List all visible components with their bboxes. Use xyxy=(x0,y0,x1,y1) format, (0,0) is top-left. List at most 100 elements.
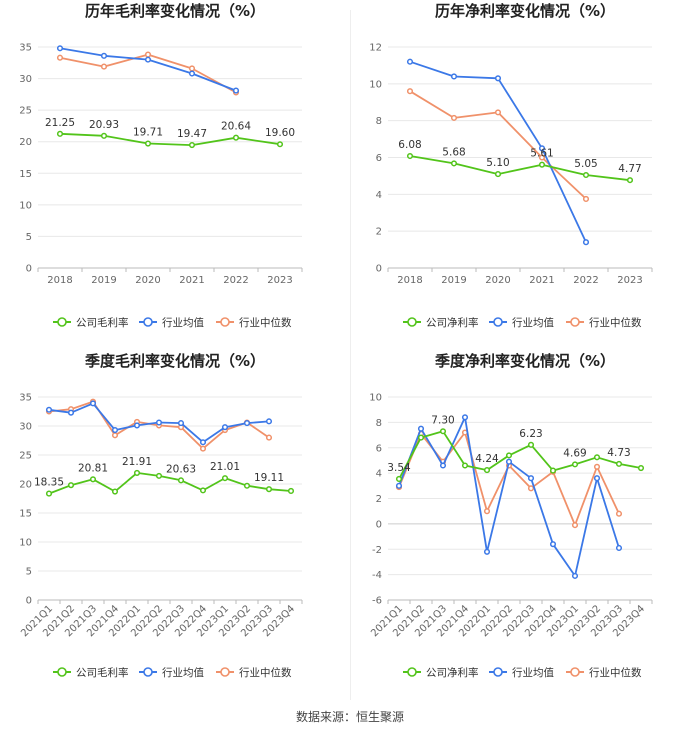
data-point-industry_avg[interactable] xyxy=(221,424,229,431)
data-point-industry_avg[interactable] xyxy=(571,572,579,579)
data-point-company[interactable] xyxy=(538,161,546,168)
data-point-industry_avg[interactable] xyxy=(538,145,546,152)
data-point-industry_median[interactable] xyxy=(56,54,64,61)
legend-entry[interactable]: 行业中位数 xyxy=(589,316,642,329)
data-point-industry_median[interactable] xyxy=(450,114,458,121)
data-point-industry_median[interactable] xyxy=(144,51,152,58)
data-point-industry_avg[interactable] xyxy=(188,70,196,77)
data-point-company[interactable] xyxy=(276,141,284,148)
data-point-company[interactable] xyxy=(45,490,53,497)
data-point-industry_avg[interactable] xyxy=(461,414,469,421)
data-point-industry_avg[interactable] xyxy=(56,45,64,52)
data-point-industry_avg[interactable] xyxy=(615,544,623,552)
data-point-company[interactable] xyxy=(265,486,273,493)
data-point-company[interactable] xyxy=(417,434,425,441)
data-point-company[interactable] xyxy=(221,475,229,482)
data-point-company[interactable] xyxy=(199,487,207,494)
data-point-industry_median[interactable] xyxy=(538,154,546,161)
legend-entry[interactable]: 行业中位数 xyxy=(589,666,642,679)
data-point-industry_median[interactable] xyxy=(571,522,579,529)
data-point-industry_avg[interactable] xyxy=(144,56,152,63)
data-point-industry_median[interactable] xyxy=(483,508,491,515)
data-point-industry_avg[interactable] xyxy=(439,462,447,469)
data-point-company[interactable] xyxy=(450,160,458,167)
data-point-company[interactable] xyxy=(243,482,251,489)
legend-marker xyxy=(407,667,417,677)
data-point-industry_avg[interactable] xyxy=(450,73,458,80)
data-point-company[interactable] xyxy=(188,142,196,149)
data-point-industry_avg[interactable] xyxy=(265,418,273,425)
data-point-company[interactable] xyxy=(505,452,513,459)
data-point-industry_median[interactable] xyxy=(527,485,535,492)
data-point-industry_avg[interactable] xyxy=(527,475,535,482)
data-point-company[interactable] xyxy=(527,441,535,448)
legend-entry[interactable]: 行业中位数 xyxy=(239,316,292,329)
data-point-industry_median[interactable] xyxy=(265,434,273,441)
data-point-company[interactable] xyxy=(494,171,502,178)
data-point-company[interactable] xyxy=(287,487,295,495)
legend-entry[interactable]: 公司毛利率 xyxy=(76,316,129,329)
data-point-company[interactable] xyxy=(637,465,645,472)
data-point-industry_avg[interactable] xyxy=(177,420,185,427)
data-point-industry_avg[interactable] xyxy=(417,425,425,432)
data-point-industry_median[interactable] xyxy=(615,510,623,517)
data-point-company[interactable] xyxy=(67,482,75,489)
data-point-company[interactable] xyxy=(155,472,163,479)
data-point-industry_avg[interactable] xyxy=(549,541,557,548)
data-point-industry_avg[interactable] xyxy=(67,409,75,416)
data-point-company[interactable] xyxy=(571,461,579,468)
data-point-industry_median[interactable] xyxy=(593,463,601,470)
data-point-company[interactable] xyxy=(89,476,97,483)
data-point-industry_avg[interactable] xyxy=(494,75,502,82)
legend-entry[interactable]: 行业均值 xyxy=(162,316,204,329)
data-point-industry_avg[interactable] xyxy=(155,419,163,426)
data-point-company[interactable] xyxy=(177,477,185,484)
data-point-company[interactable] xyxy=(549,467,557,474)
legend-entry[interactable]: 行业中位数 xyxy=(239,666,292,679)
data-point-company[interactable] xyxy=(144,140,152,147)
data-point-industry_avg[interactable] xyxy=(593,475,601,482)
legend-entry[interactable]: 行业均值 xyxy=(162,666,204,679)
data-point-industry_avg[interactable] xyxy=(395,482,403,489)
legend-entry[interactable]: 行业均值 xyxy=(512,316,554,329)
data-point-industry_avg[interactable] xyxy=(100,52,108,59)
data-point-company[interactable] xyxy=(395,475,403,483)
data-point-industry_avg[interactable] xyxy=(243,420,251,427)
data-point-company[interactable] xyxy=(593,454,601,461)
data-point-industry_avg[interactable] xyxy=(111,427,119,434)
data-point-industry_median[interactable] xyxy=(199,445,207,452)
data-point-company[interactable] xyxy=(111,488,119,495)
data-point-company[interactable] xyxy=(56,130,64,137)
data-point-industry_median[interactable] xyxy=(494,109,502,116)
data-point-industry_avg[interactable] xyxy=(199,439,207,446)
legend-entry[interactable]: 行业均值 xyxy=(512,666,554,679)
data-point-industry_avg[interactable] xyxy=(45,406,53,413)
data-point-industry_avg[interactable] xyxy=(89,400,97,407)
data-point-industry_median[interactable] xyxy=(188,65,196,72)
data-point-company[interactable] xyxy=(615,460,623,467)
data-point-industry_avg[interactable] xyxy=(133,422,141,429)
data-point-company[interactable] xyxy=(483,467,491,474)
data-point-industry_avg[interactable] xyxy=(406,58,414,65)
data-point-company[interactable] xyxy=(626,177,634,184)
data-point-industry_avg[interactable] xyxy=(483,548,491,555)
data-point-industry_median[interactable] xyxy=(406,88,414,95)
data-point-company[interactable] xyxy=(133,469,141,476)
data-point-company[interactable] xyxy=(439,428,447,435)
legend-entry[interactable]: 公司净利率 xyxy=(426,316,479,329)
data-point-company[interactable] xyxy=(100,132,108,139)
data-point-company[interactable] xyxy=(461,462,469,469)
data-point-industry_median[interactable] xyxy=(111,432,119,439)
legend-entry[interactable]: 公司净利率 xyxy=(426,666,479,679)
data-point-industry_avg[interactable] xyxy=(505,458,513,465)
legend-entry[interactable]: 公司毛利率 xyxy=(76,666,129,679)
data-point-company[interactable] xyxy=(232,134,240,141)
data-label: 5.10 xyxy=(486,157,509,169)
data-point-company[interactable] xyxy=(406,152,414,160)
data-point-industry_avg[interactable] xyxy=(582,239,590,246)
data-point-industry_avg[interactable] xyxy=(232,87,240,94)
data-label: 4.69 xyxy=(563,447,586,459)
data-point-company[interactable] xyxy=(582,171,590,179)
data-point-industry_median[interactable] xyxy=(582,195,590,202)
data-point-industry_median[interactable] xyxy=(100,63,108,70)
